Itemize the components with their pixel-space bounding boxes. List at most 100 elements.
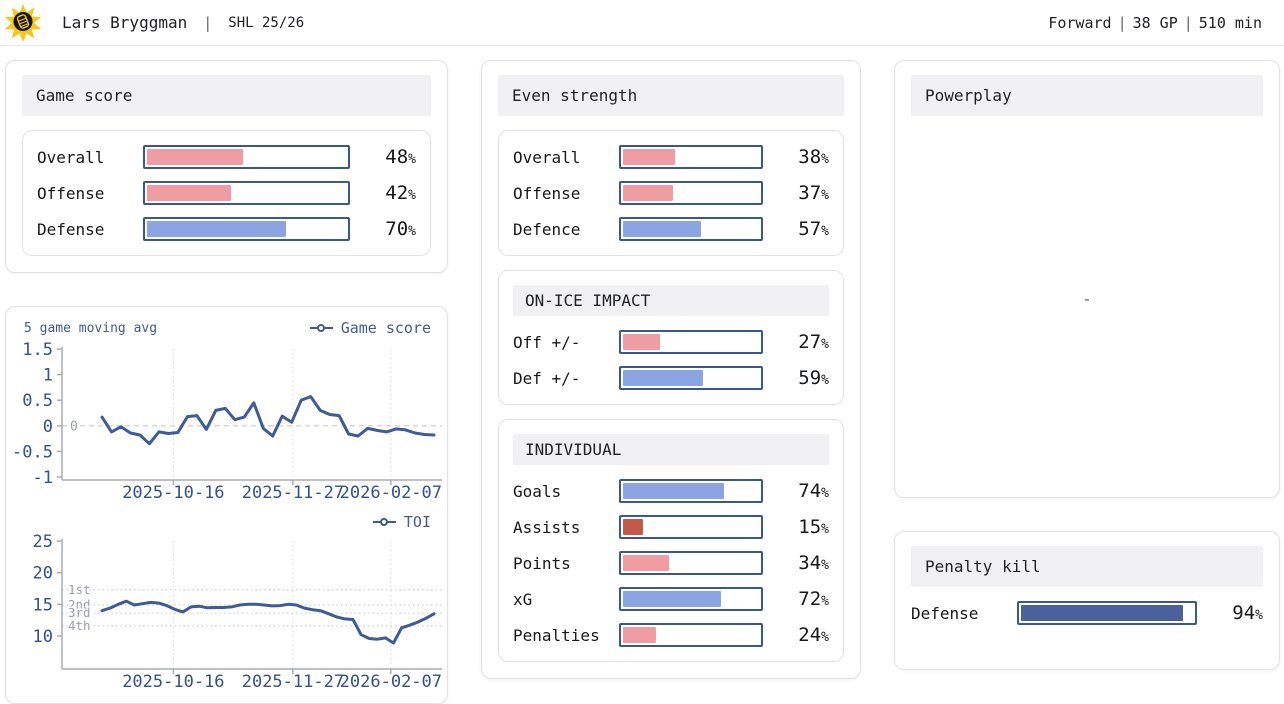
- stat-row-assists: Assists 15%: [513, 515, 829, 539]
- stat-row-goals: Goals 74%: [513, 479, 829, 503]
- stat-row-overall: Overall 48%: [37, 145, 416, 169]
- percentile-bar-fill: [623, 334, 660, 350]
- powerplay-card: Powerplay -: [894, 60, 1280, 498]
- stat-value: 72%: [798, 588, 829, 610]
- stat-row-points: Points 34%: [513, 551, 829, 575]
- column-middle: Even strength Overall 38% Offense 37% Defenc…: [481, 60, 861, 679]
- stat-row-def-plus-minus: Def +/- 59%: [513, 366, 829, 390]
- penalty-kill-title: Penalty kill: [911, 546, 1263, 587]
- percentile-bar-fill: [623, 185, 674, 201]
- stat-value: 24%: [798, 624, 829, 646]
- percentile-bar: [619, 330, 763, 354]
- penalty-kill-bars: Defense 94%: [911, 601, 1263, 625]
- header-bar: Lars Bryggman | SHL 25/26 Forward | 38 G…: [0, 0, 1284, 46]
- percentile-bar: [619, 181, 763, 205]
- stat-label: Def +/-: [513, 368, 581, 388]
- legend-label: TOI: [403, 513, 431, 531]
- line-marker-icon: [309, 324, 333, 332]
- league-season: SHL 25/26: [228, 14, 305, 31]
- percentile-bar-fill: [623, 555, 670, 571]
- stat-row-xg: xG 72%: [513, 587, 829, 611]
- svg-text:10: 10: [33, 627, 53, 647]
- stat-value: 15%: [798, 516, 829, 538]
- line-marker-icon: [372, 518, 396, 526]
- toi-chart-head: TOI: [14, 509, 441, 531]
- stat-label: Goals: [513, 481, 562, 501]
- powerplay-empty-value: -: [1082, 289, 1092, 308]
- percentile-bar: [619, 551, 763, 575]
- svg-text:2nd: 2nd: [68, 597, 91, 612]
- dashboard: Game score Overall 48% Offense 42% Defense 70…: [0, 46, 1284, 704]
- individual-bars: Goals 74% Assists 15% Points 34% xG 72% Penaltie…: [513, 479, 829, 647]
- svg-text:0: 0: [43, 417, 53, 437]
- percentile-bar-fill: [147, 185, 231, 201]
- svg-text:25: 25: [33, 532, 53, 552]
- stat-row-offense: Offense 37%: [513, 181, 829, 205]
- svg-text:1st: 1st: [68, 582, 91, 597]
- column-left: Game score Overall 48% Offense 42% Defense 70…: [5, 60, 448, 704]
- player-name: Lars Bryggman: [62, 13, 188, 32]
- player-meta: Forward | 38 GP | 510 min: [1048, 14, 1262, 32]
- percentile-bar: [143, 181, 350, 205]
- percentile-bar-fill: [623, 519, 644, 535]
- game-score-bars: Overall 48% Offense 42% Defense 70%: [22, 130, 431, 256]
- percentile-bar-fill: [623, 627, 656, 643]
- percentile-bar: [619, 623, 763, 647]
- game-score-chart-head: 5 game moving avg Game score: [14, 315, 441, 337]
- percentile-bar-fill: [623, 221, 701, 237]
- on-ice-impact-section: ON-ICE IMPACT Off +/- 27% Def +/- 59%: [498, 270, 844, 405]
- position: Forward: [1048, 13, 1112, 32]
- stat-label: Off +/-: [513, 332, 581, 352]
- stat-row-defence: Defence 57%: [513, 217, 829, 241]
- svg-text:1.5: 1.5: [22, 340, 53, 360]
- stat-value: 57%: [798, 218, 829, 240]
- stat-row-offense: Offense 42%: [37, 181, 416, 205]
- percentile-bar-fill: [623, 483, 724, 499]
- percentile-bar-fill: [623, 149, 675, 165]
- penalty-kill-card: Penalty kill Defense 94%: [894, 531, 1280, 670]
- percentile-bar: [619, 515, 763, 539]
- separator: |: [1117, 13, 1127, 32]
- stat-value: 48%: [385, 146, 416, 168]
- percentile-bar: [619, 145, 763, 169]
- individual-title: INDIVIDUAL: [513, 434, 829, 465]
- svg-text:-1: -1: [33, 468, 53, 488]
- percentile-bar-fill: [623, 370, 704, 386]
- even-strength-title: Even strength: [498, 75, 844, 116]
- percentile-bar: [619, 217, 763, 241]
- stat-label: Offense: [37, 183, 105, 203]
- stat-value: 27%: [798, 331, 829, 353]
- svg-text:2026-02-07: 2026-02-07: [340, 483, 442, 503]
- stat-value: 94%: [1232, 602, 1263, 624]
- svg-text:2025-11-27: 2025-11-27: [242, 483, 344, 503]
- svg-text:4th: 4th: [68, 618, 91, 633]
- stat-value: 59%: [798, 367, 829, 389]
- percentile-bar-fill: [147, 149, 243, 165]
- percentile-bar-fill: [147, 221, 287, 237]
- stat-value: 74%: [798, 480, 829, 502]
- stat-label: Penalties: [513, 625, 600, 645]
- stat-value: 38%: [798, 146, 829, 168]
- team-logo: [4, 3, 42, 42]
- percentile-bar-fill: [623, 591, 721, 607]
- powerplay-title: Powerplay: [911, 75, 1263, 116]
- stat-label: xG: [513, 589, 533, 609]
- legend-game-score[interactable]: Game score: [309, 319, 431, 337]
- stat-label: Offense: [513, 183, 581, 203]
- stat-value: 42%: [385, 182, 416, 204]
- legend-toi[interactable]: TOI: [372, 513, 431, 531]
- percentile-bar-fill: [1021, 605, 1183, 621]
- stat-row-penalties: Penalties 24%: [513, 623, 829, 647]
- svg-text:2025-11-27: 2025-11-27: [242, 672, 344, 692]
- game-score-card: Game score Overall 48% Offense 42% Defense 70…: [5, 60, 448, 273]
- svg-text:20: 20: [33, 564, 53, 584]
- stat-label: Points: [513, 553, 571, 573]
- stat-label: Defense: [37, 219, 105, 239]
- stat-label: Assists: [513, 517, 581, 537]
- minutes-played: 510 min: [1198, 13, 1262, 32]
- stat-label: Defence: [513, 219, 581, 239]
- even-strength-card: Even strength Overall 38% Offense 37% Defenc…: [481, 60, 861, 679]
- percentile-bar: [619, 587, 763, 611]
- stat-row-defense: Defense 94%: [911, 601, 1263, 625]
